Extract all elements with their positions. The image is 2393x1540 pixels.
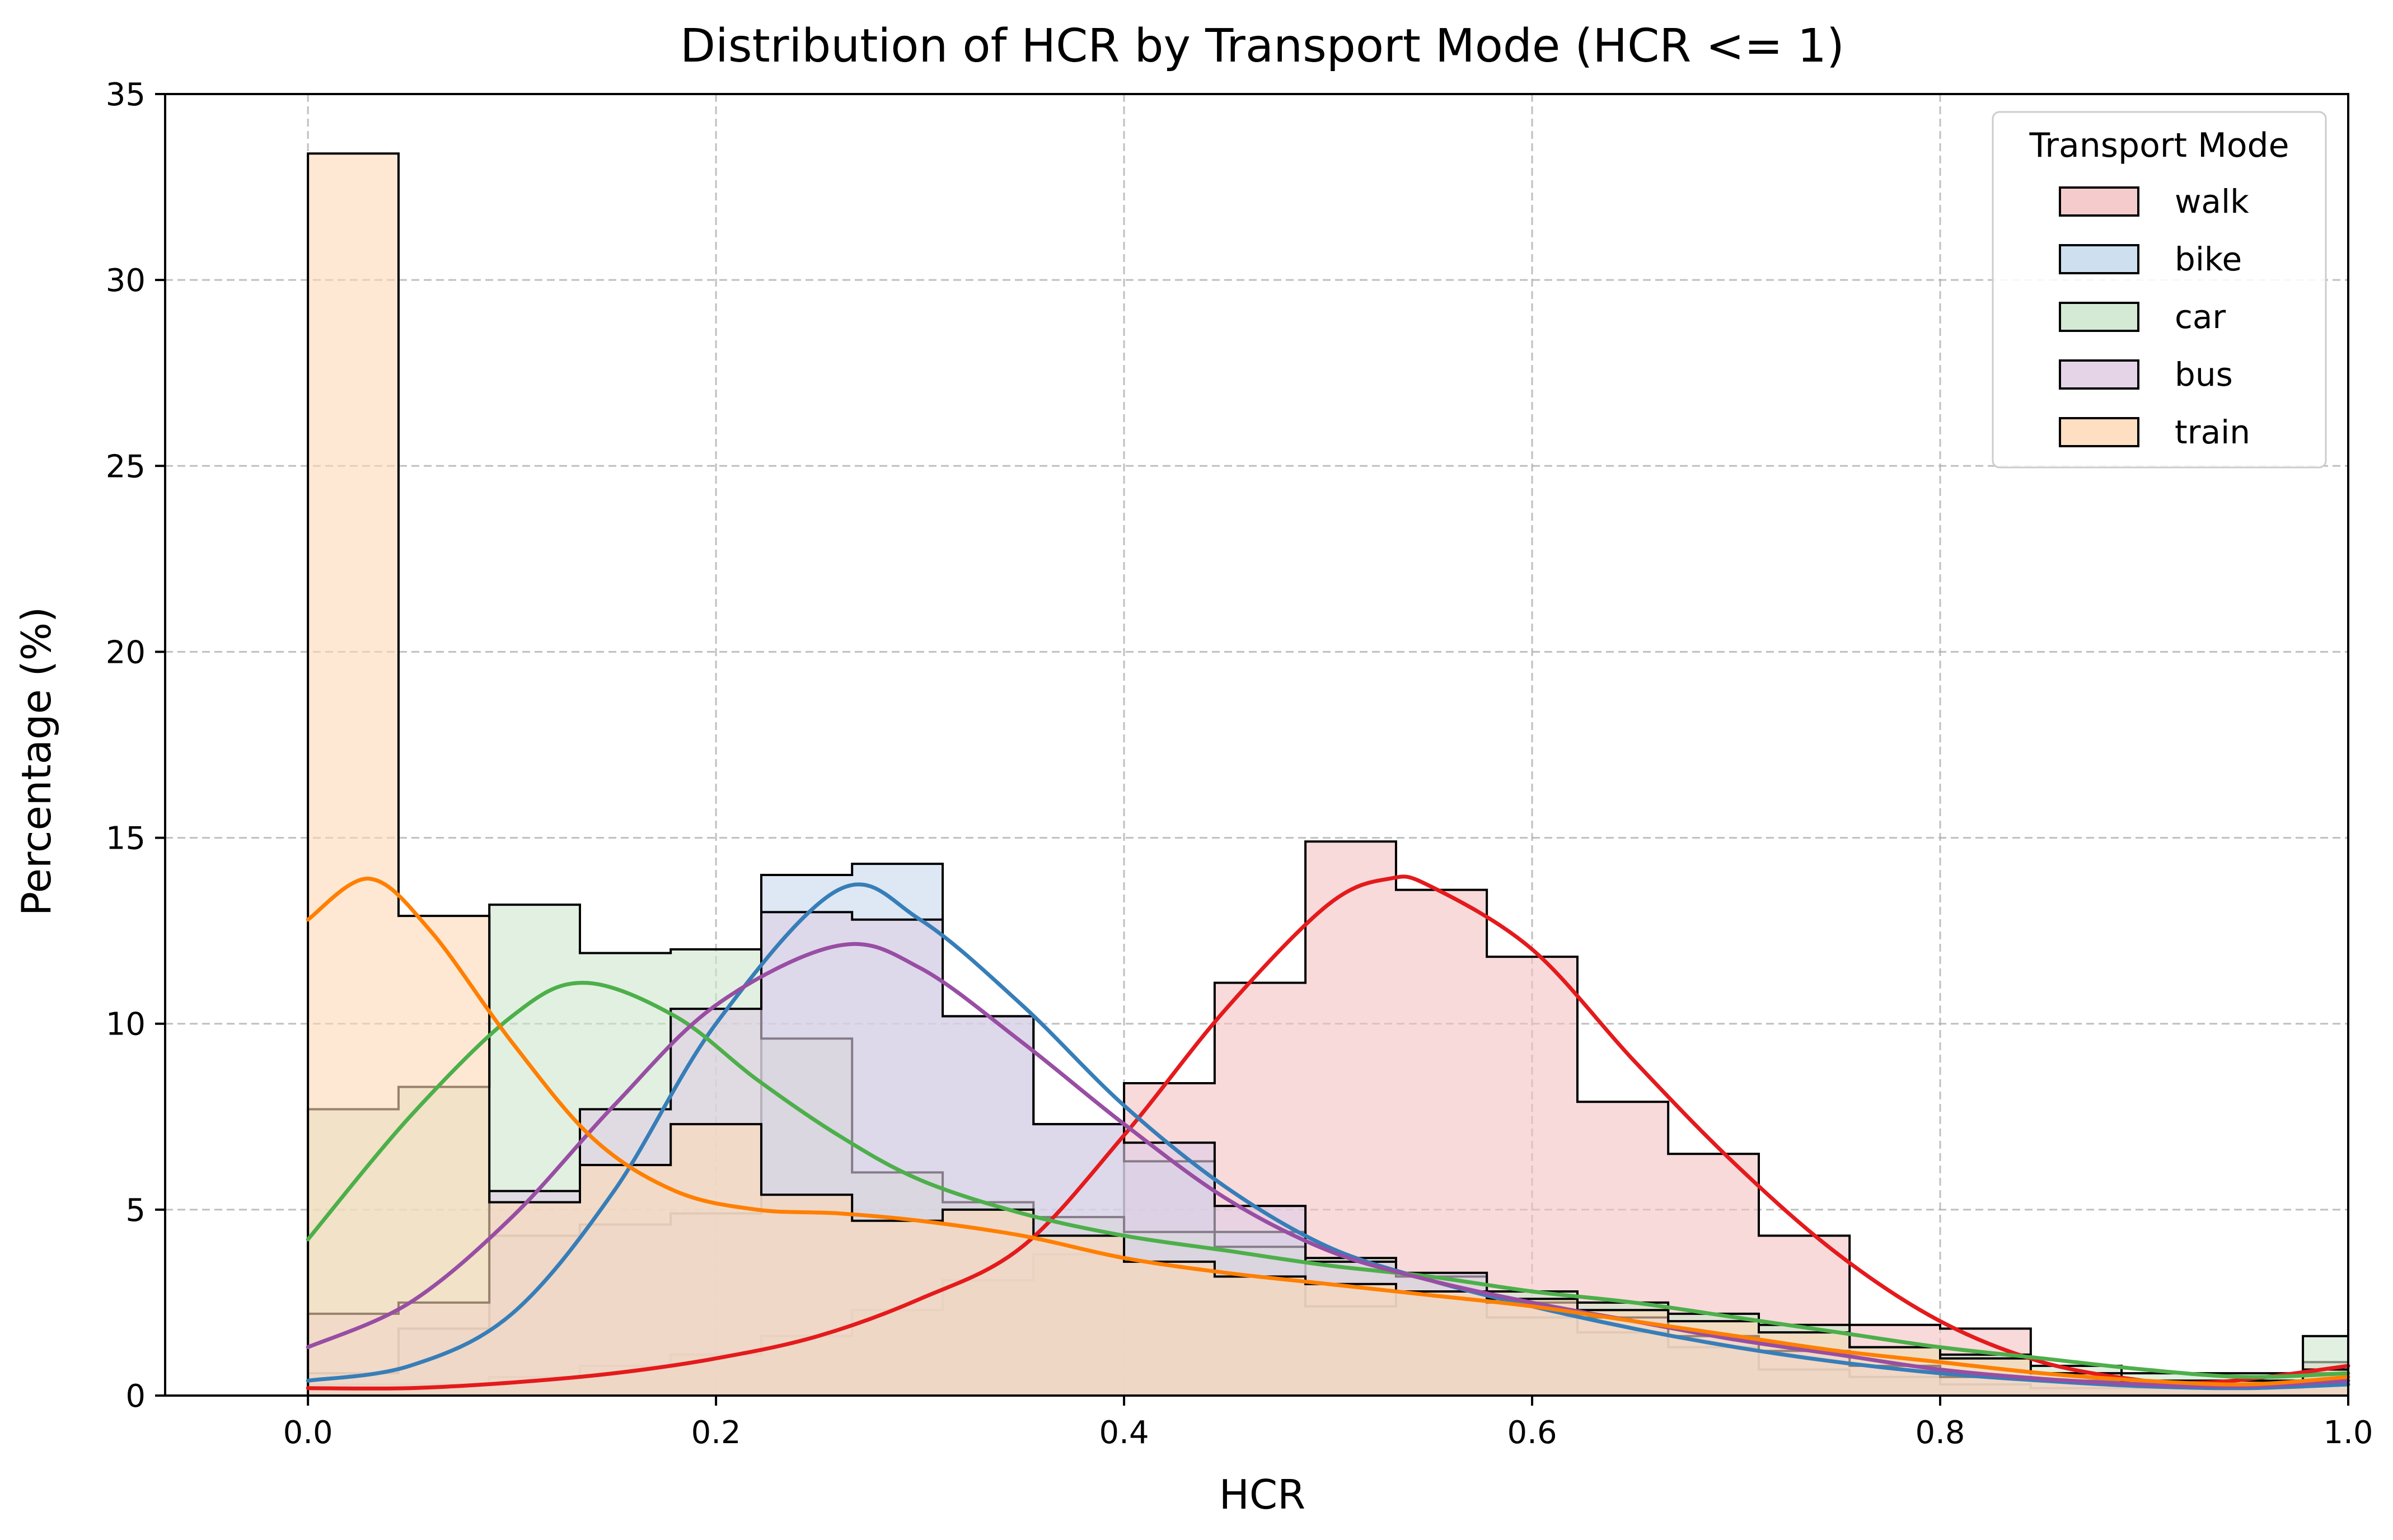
- y-tick-label: 20: [106, 634, 146, 671]
- x-tick-label: 0.6: [1507, 1415, 1557, 1451]
- legend-box: [1992, 111, 2327, 469]
- plot-area: 0.0 0.2 0.4 0.6 0.8 1.0 0 5 10 15 20 25 30 35 Transpor…: [106, 77, 2373, 1451]
- y-tick-label: 35: [106, 77, 146, 113]
- y-tick-label: 15: [106, 821, 146, 857]
- y-tick-label: 0: [125, 1378, 146, 1415]
- y-tick-label: 30: [106, 263, 146, 299]
- x-tick-label: 0.8: [1915, 1415, 1965, 1451]
- y-tick-label: 5: [125, 1192, 146, 1229]
- legend-swatch-walk: [2059, 186, 2139, 217]
- kde-curve-bus: [306, 942, 2350, 1389]
- x-tick-label: 0.4: [1099, 1415, 1149, 1451]
- legend: Transport Mode walk bike car bus train: [1992, 111, 2327, 469]
- axis-ticks: 0.0 0.2 0.4 0.6 0.8 1.0 0 5 10 15 20 25 30 35: [106, 77, 2373, 1451]
- kde-curve-bike: [306, 882, 2350, 1391]
- y-axis-label: Percentage (%): [13, 607, 60, 916]
- legend-label-bike: bike: [2175, 240, 2242, 278]
- legend-swatch-bike: [2059, 244, 2139, 274]
- legend-label-train: train: [2175, 413, 2250, 451]
- y-tick-label: 25: [106, 448, 146, 485]
- x-tick-label: 0.0: [283, 1415, 333, 1451]
- kde-curve-train: [306, 877, 2350, 1387]
- x-tick-label: 0.2: [691, 1415, 741, 1451]
- y-tick-label: 10: [106, 1007, 146, 1043]
- legend-label-bus: bus: [2175, 355, 2233, 394]
- legend-label-walk: walk: [2175, 182, 2249, 221]
- x-tick-label: 1.0: [2323, 1415, 2373, 1451]
- legend-title: Transport Mode: [2029, 126, 2289, 165]
- chart-title: Distribution of HCR by Transport Mode (H…: [680, 20, 1844, 73]
- x-axis-label: HCR: [1219, 1471, 1305, 1518]
- legend-swatch-train: [2059, 417, 2139, 447]
- axes-frame: [164, 93, 2349, 1397]
- kde-curves: [306, 874, 2350, 1391]
- legend-swatch-car: [2059, 302, 2139, 332]
- legend-swatch-bus: [2059, 359, 2139, 390]
- legend-label-car: car: [2175, 298, 2226, 336]
- kde-curve-car: [306, 981, 2350, 1379]
